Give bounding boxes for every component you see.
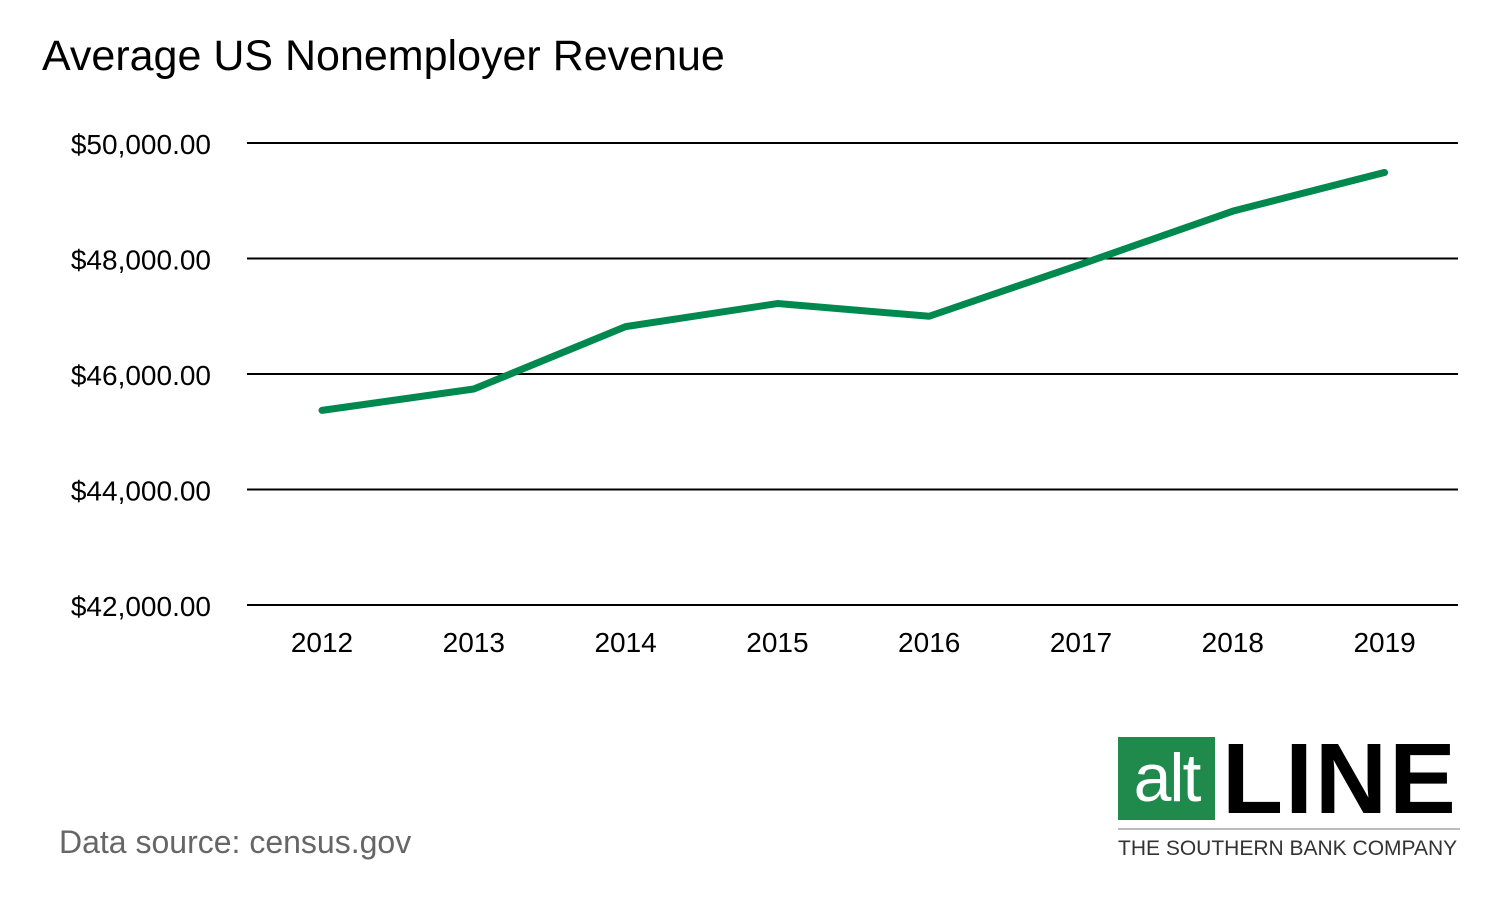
altline-logo: alt LINE THE SOUTHERN BANK COMPANY: [1118, 729, 1460, 861]
y-tick-label: $50,000.00: [71, 129, 211, 160]
x-tick-label: 2014: [594, 627, 656, 658]
logo-divider: [1118, 828, 1460, 830]
x-tick-label: 2015: [746, 627, 808, 658]
logo-alt-text: alt: [1118, 737, 1215, 820]
y-tick-label: $46,000.00: [71, 360, 211, 391]
logo-line-text: LINE: [1222, 723, 1458, 835]
x-tick-label: 2018: [1202, 627, 1264, 658]
x-tick-label: 2016: [898, 627, 960, 658]
data-source-note: Data source: census.gov: [59, 824, 412, 860]
series-line: [318, 168, 1389, 414]
line-chart: $42,000.00 $44,000.00 $46,000.00 $48,000.00…: [71, 129, 1458, 658]
x-tick-label: 2017: [1050, 627, 1112, 658]
logo-tagline: THE SOUTHERN BANK COMPANY: [1118, 837, 1458, 860]
y-tick-label: $44,000.00: [71, 476, 211, 507]
x-tick-label: 2019: [1353, 627, 1415, 658]
y-tick-label: $42,000.00: [71, 591, 211, 622]
y-tick-label: $48,000.00: [71, 245, 211, 276]
x-tick-label: 2012: [291, 627, 353, 658]
chart-title: Average US Nonemployer Revenue: [42, 32, 725, 80]
x-tick-label: 2013: [443, 627, 505, 658]
